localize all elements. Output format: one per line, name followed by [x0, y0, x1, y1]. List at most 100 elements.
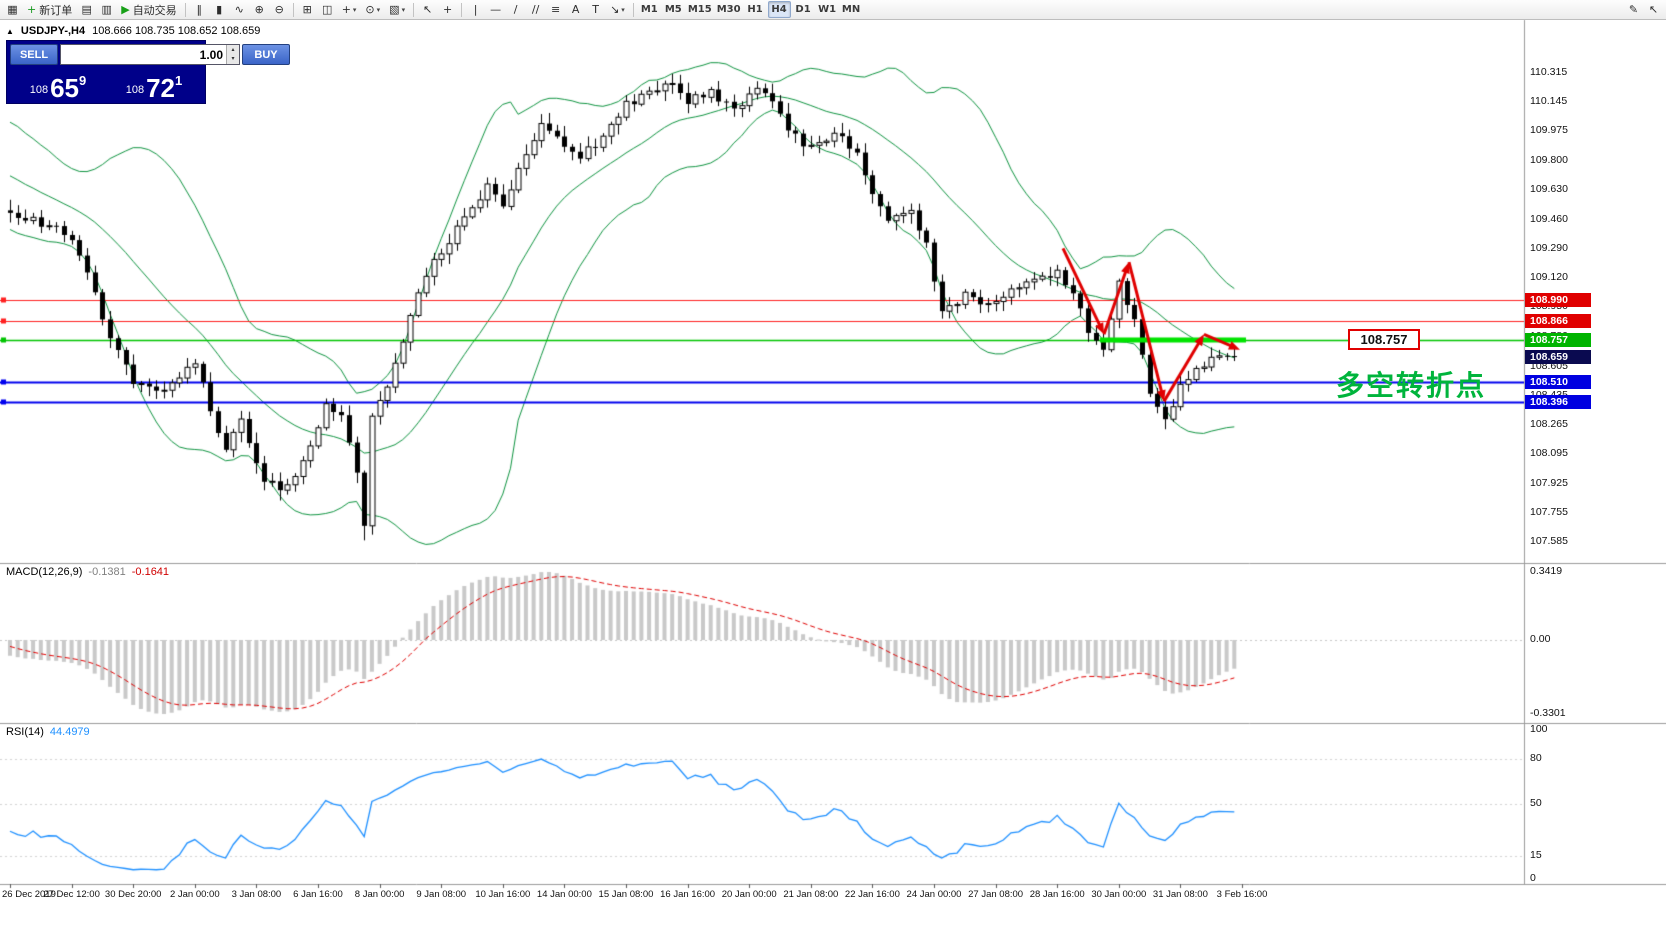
quick-draw-icon[interactable]: ✎ [1624, 1, 1643, 18]
timeframe-h1-button[interactable]: H1 [744, 1, 767, 18]
macd-label: MACD(12,26,9) -0.1381 -0.1641 [6, 566, 169, 578]
toolbar-right: ✎ ↖ [1624, 1, 1663, 18]
volume-field: ▴ ▾ [60, 44, 240, 65]
symbol-ohlc-values: 108.666 108.735 108.652 108.659 [92, 25, 261, 37]
caret-down-icon: ▾ [401, 5, 406, 14]
label-tool-glyph: T [592, 3, 599, 16]
buy-price-prefix: 108 [125, 84, 145, 96]
fibonacci-tool-button[interactable]: ≡ [546, 1, 565, 18]
symbol-info: ▲ USDJPY-,H4 108.666 108.735 108.652 108… [6, 25, 260, 37]
caret-down-icon: ▾ [352, 5, 357, 14]
panel-expander-icon[interactable]: ▲ [6, 26, 14, 36]
chart-profile-icon[interactable]: ▤ [77, 1, 96, 18]
zoom-in-button[interactable]: ⊕ [250, 1, 269, 18]
quick-draw-icon-glyph: ✎ [1628, 3, 1639, 16]
toolbar-separator [413, 2, 415, 17]
sell-price-big: 65 [50, 72, 80, 103]
volume-down-button[interactable]: ▾ [227, 54, 239, 64]
text-tool-button[interactable]: A [566, 1, 585, 18]
new-order-button-label: 新订单 [39, 3, 73, 17]
timeframe-mn-button[interactable]: MN [840, 1, 863, 18]
volume-spinner: ▴ ▾ [226, 45, 239, 64]
pointer-icon[interactable]: ↖ [1644, 1, 1663, 18]
arrows-tool-button[interactable]: ↘ ▾ [606, 1, 629, 18]
rsi-value: 44.4979 [49, 726, 90, 738]
print-preview-icon-glyph: ▥ [101, 3, 112, 16]
channel-tool-button[interactable]: // [526, 1, 545, 18]
timeframe-m1-button[interactable]: M1 [638, 1, 661, 18]
timeframe-h4-button[interactable]: H4 [767, 1, 791, 18]
autotrading-glyph: ▶ [121, 3, 130, 16]
caret-down-icon: ▾ [621, 5, 625, 14]
label-tool-button[interactable]: T [586, 1, 605, 18]
toolbar-separator [184, 2, 186, 17]
tile-windows-glyph: ⊞ [302, 3, 312, 16]
macd-main-value: -0.1381 [88, 566, 126, 578]
bars-chart-button[interactable]: ‖ [190, 1, 209, 18]
sell-button[interactable]: SELL [10, 44, 58, 65]
text-tool-glyph: A [571, 3, 580, 16]
new-order-glyph: + [27, 3, 37, 16]
toolbar: ▦ + 新订单 ▤ ▥ ▶ 自动交易 ‖ ▮ ∿ ⊕ ⊖ ⊞ ◫ + ▾ ⊙ ▾ ▧ ▾ ↖ + | — ///≡ A T ↘ ▾ M1 M… [0, 0, 1666, 20]
print-preview-icon[interactable]: ▥ [97, 1, 116, 18]
symbol-title: USDJPY-,H4 [20, 25, 86, 37]
volume-up-button[interactable]: ▴ [227, 45, 239, 55]
arrows-tool-glyph: ↘ [610, 3, 620, 16]
caret-down-icon: ▾ [376, 5, 381, 14]
line-chart-button[interactable]: ∿ [230, 1, 249, 18]
timeframe-m30-button[interactable]: M30 [715, 1, 743, 18]
line-chart-glyph: ∿ [234, 3, 244, 16]
crosshair-tool-button[interactable]: + [438, 1, 457, 18]
macd-signal-value: -0.1641 [131, 566, 170, 578]
chart-profile-icon-glyph: ▤ [81, 3, 92, 16]
timeframe-m15-button[interactable]: M15 [686, 1, 714, 18]
sell-price[interactable]: 108 65 9 [10, 67, 106, 103]
trade-controls-row: SELL ▴ ▾ BUY [10, 44, 290, 65]
toolbar-left: ▦ + 新订单 ▤ ▥ ▶ 自动交易 ‖ ▮ ∿ ⊕ ⊖ ⊞ ◫ + ▾ ⊙ ▾ ▧ ▾ ↖ + | — ///≡ A T ↘ ▾ M1 M… [3, 1, 1624, 18]
tile-windows-button[interactable]: ⊞ [298, 1, 317, 18]
sell-price-prefix: 108 [29, 84, 49, 96]
candlestick-chart-button[interactable]: ▮ [210, 1, 229, 18]
zoom-out-glyph: ⊖ [274, 3, 284, 16]
fibonacci-tool-glyph: ≡ [550, 3, 561, 16]
cursor-tool-glyph: ↖ [422, 3, 433, 16]
indicators-glyph: ⊙ [365, 3, 375, 16]
autotrading-button-label: 自动交易 [132, 3, 177, 17]
buy-price-pip: 1 [175, 73, 183, 88]
charts-window-icon-glyph: ▦ [7, 3, 18, 16]
cascade-windows-button[interactable]: ◫ [318, 1, 337, 18]
buy-button[interactable]: BUY [242, 44, 290, 65]
new-order-button[interactable]: + 新订单 [23, 1, 76, 18]
autotrading-button[interactable]: ▶ 自动交易 [117, 1, 180, 18]
rsi-name: RSI(14) [6, 726, 44, 738]
horizontal-line-tool-button[interactable]: — [486, 1, 505, 18]
new-chart-button[interactable]: + ▾ [338, 1, 361, 18]
horizontal-line-tool-glyph: — [490, 3, 502, 16]
charts-window-icon[interactable]: ▦ [3, 1, 22, 18]
indicators-button[interactable]: ⊙ ▾ [361, 1, 384, 18]
buy-price[interactable]: 108 72 1 [106, 67, 202, 103]
candlestick-chart-glyph: ▮ [216, 3, 223, 16]
channel-tool-glyph: // [531, 3, 540, 16]
buy-price-big: 72 [146, 72, 176, 103]
toolbar-separator [632, 2, 634, 17]
macd-name: MACD(12,26,9) [6, 566, 83, 578]
timeframe-w1-button[interactable]: W1 [816, 1, 839, 18]
cursor-tool-button[interactable]: ↖ [418, 1, 437, 18]
sell-price-pip: 9 [79, 73, 87, 88]
volume-input[interactable] [61, 45, 226, 64]
toolbar-separator [292, 2, 294, 17]
vertical-line-tool-glyph: | [473, 3, 478, 16]
timeframe-m5-button[interactable]: M5 [662, 1, 685, 18]
crosshair-tool-glyph: + [442, 3, 453, 16]
bars-chart-glyph: ‖ [196, 3, 202, 16]
pointer-icon-glyph: ↖ [1648, 3, 1659, 16]
timeframe-d1-button[interactable]: D1 [792, 1, 815, 18]
templates-button[interactable]: ▧ ▾ [385, 1, 409, 18]
vertical-line-tool-button[interactable]: | [466, 1, 485, 18]
trendline-tool-button[interactable]: / [506, 1, 525, 18]
zoom-out-button[interactable]: ⊖ [270, 1, 289, 18]
cascade-windows-glyph: ◫ [321, 3, 333, 16]
trendline-tool-glyph: / [513, 3, 518, 16]
